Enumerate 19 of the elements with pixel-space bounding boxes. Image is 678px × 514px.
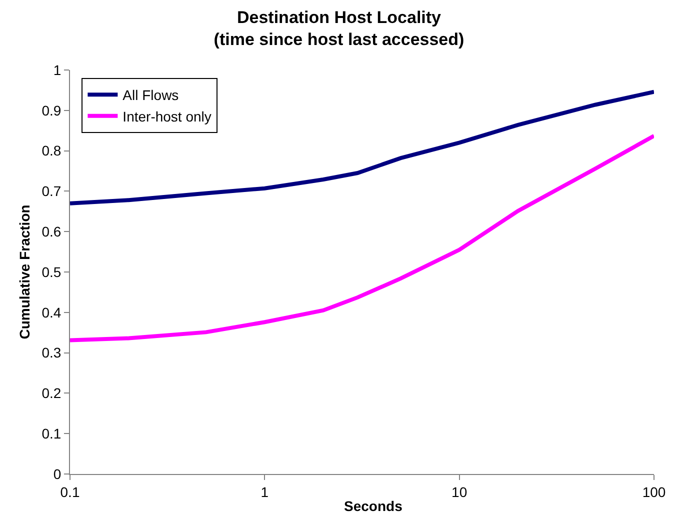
y-tick-label: 0.3	[42, 344, 62, 361]
y-tick-label: 0.4	[42, 304, 62, 320]
x-tick-label: 10	[452, 484, 468, 500]
y-tick-label: 0.8	[42, 142, 62, 159]
legend-label: All Flows	[122, 87, 179, 104]
legend-label: Inter-host only	[122, 108, 212, 124]
y-tick-label: 0.7	[42, 183, 62, 200]
x-tick-label: 100	[642, 484, 666, 500]
y-tick-label: 1	[53, 62, 62, 78]
x-tick-label: 1	[260, 484, 269, 500]
chart-title: Destination Host Locality (time since host last accessed)	[214, 8, 464, 50]
y-tick-label: 0	[53, 466, 62, 482]
y-axis-title: Cumulative Fraction	[16, 204, 32, 340]
y-tick-label: 0.1	[42, 426, 62, 442]
y-tick-label: 0.2	[42, 385, 62, 402]
x-axis-title: Seconds	[344, 498, 403, 514]
y-tick-label: 0.6	[42, 224, 62, 240]
y-tick-label: 0.9	[42, 102, 62, 118]
y-tick-label: 0.5	[42, 264, 62, 280]
